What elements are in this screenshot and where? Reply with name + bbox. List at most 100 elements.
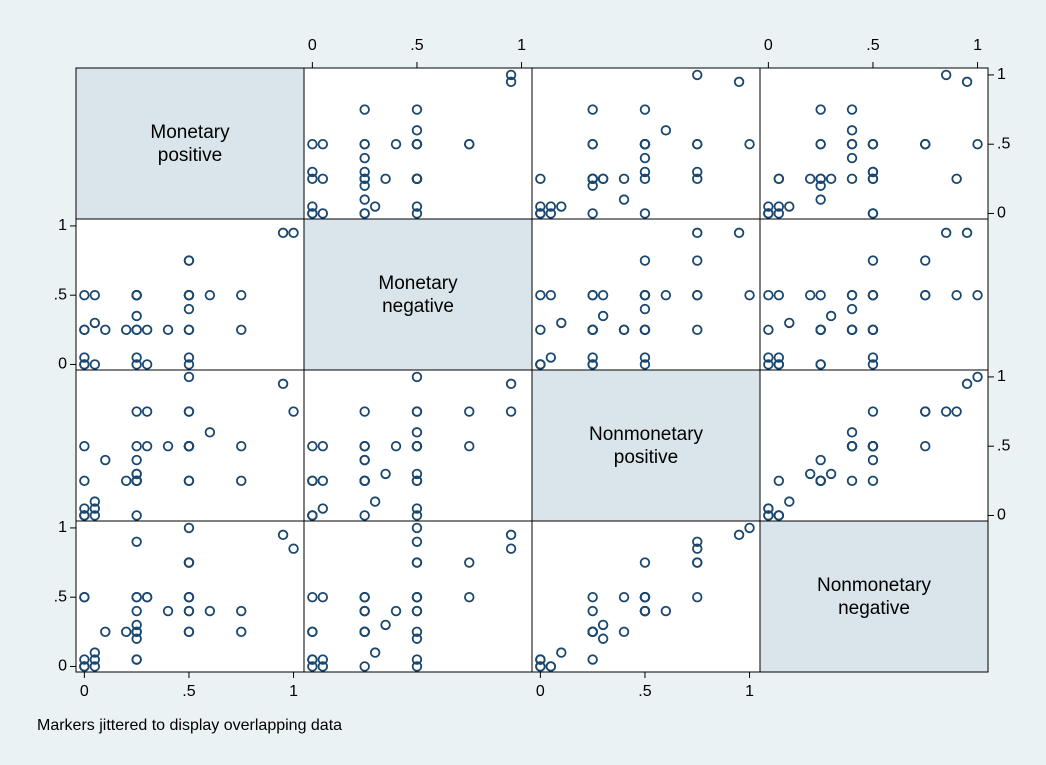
marker <box>784 496 795 507</box>
marker <box>846 138 858 150</box>
marker <box>89 661 101 672</box>
marker <box>805 289 816 301</box>
marker <box>411 125 423 136</box>
marker <box>464 138 475 150</box>
marker <box>545 201 557 212</box>
marker <box>131 475 142 487</box>
marker <box>131 633 142 644</box>
marker <box>89 496 101 507</box>
marker <box>359 626 370 638</box>
marker <box>89 654 101 665</box>
marker <box>505 406 517 417</box>
x-tick-label: .5 <box>866 37 879 54</box>
marker <box>692 536 703 547</box>
y-tick-label: 1 <box>997 368 1006 385</box>
marker <box>587 591 598 603</box>
marker <box>535 324 546 336</box>
marker <box>183 522 195 534</box>
marker <box>131 536 142 547</box>
marker <box>597 173 609 185</box>
marker <box>131 352 142 363</box>
marker <box>79 359 90 370</box>
marker <box>961 378 973 390</box>
marker <box>131 605 142 617</box>
y-tick-label: 0 <box>58 356 67 373</box>
marker <box>692 166 703 178</box>
marker <box>587 324 598 336</box>
marker <box>639 208 651 219</box>
marker <box>100 626 111 638</box>
marker <box>587 138 598 150</box>
marker <box>951 173 962 185</box>
cell <box>75 520 305 673</box>
marker <box>411 510 423 521</box>
marker <box>131 440 142 452</box>
marker <box>784 201 795 212</box>
marker <box>380 173 391 185</box>
marker <box>639 289 651 301</box>
marker <box>940 227 952 239</box>
marker <box>390 138 402 150</box>
marker <box>359 104 370 115</box>
marker <box>825 173 837 185</box>
marker <box>183 324 195 336</box>
marker <box>763 352 774 363</box>
marker <box>846 440 858 452</box>
marker <box>369 496 381 507</box>
marker <box>307 626 318 638</box>
marker <box>846 173 858 185</box>
marker <box>920 289 931 301</box>
marker <box>587 359 598 370</box>
marker <box>535 201 546 212</box>
x-tick-label: .5 <box>638 683 651 700</box>
marker <box>763 324 774 336</box>
marker <box>639 591 651 603</box>
marker <box>815 194 826 205</box>
marker <box>411 138 423 150</box>
marker <box>825 468 837 480</box>
marker <box>556 647 567 658</box>
marker <box>692 138 703 150</box>
marker <box>307 475 318 487</box>
cell <box>531 520 761 673</box>
marker <box>660 125 672 136</box>
marker <box>411 468 423 480</box>
marker <box>815 138 826 150</box>
marker <box>587 289 598 301</box>
marker <box>815 454 826 466</box>
marker <box>317 440 329 452</box>
marker <box>307 661 318 672</box>
marker <box>639 557 651 568</box>
cell <box>759 67 989 220</box>
marker <box>359 180 370 191</box>
marker <box>307 510 318 521</box>
marker <box>815 173 826 185</box>
marker <box>183 289 195 301</box>
marker <box>89 510 101 521</box>
marker <box>587 605 598 617</box>
cell <box>531 218 761 371</box>
marker <box>805 468 816 480</box>
marker <box>920 440 931 452</box>
marker <box>920 255 931 266</box>
marker <box>587 173 598 185</box>
marker <box>846 303 858 315</box>
marker <box>639 166 651 178</box>
marker <box>784 317 795 329</box>
y-tick-label: 0 <box>997 205 1006 222</box>
marker <box>359 208 370 219</box>
cell <box>75 369 305 522</box>
marker <box>773 289 785 301</box>
marker <box>131 454 142 466</box>
marker <box>411 557 423 568</box>
marker <box>162 605 174 617</box>
marker <box>618 324 630 336</box>
marker <box>183 557 195 568</box>
marker <box>236 289 247 301</box>
marker <box>307 138 318 150</box>
marker <box>464 591 475 603</box>
marker <box>183 359 195 370</box>
y-tick-label: .5 <box>997 135 1010 152</box>
marker <box>846 152 858 164</box>
marker <box>236 475 247 487</box>
